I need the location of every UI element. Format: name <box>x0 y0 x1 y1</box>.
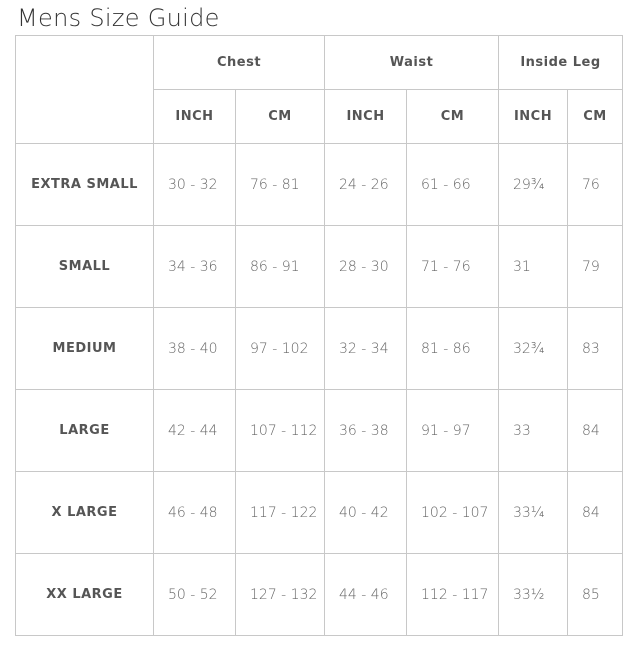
size-value: 61 - 66 <box>406 143 500 226</box>
size-label: MEDIUM <box>15 307 154 390</box>
size-label: EXTRA SMALL <box>15 143 154 226</box>
size-value: 117 - 122 <box>234 471 326 554</box>
size-guide-table: Chest Waist Inside Leg INCH CM INCH CM I… <box>15 35 624 636</box>
size-value: 79 <box>567 225 624 308</box>
size-value: 42 - 44 <box>153 389 236 472</box>
size-value: 97 - 102 <box>234 307 326 390</box>
group-header-waist: Waist <box>324 35 500 90</box>
size-value: 76 <box>567 143 624 226</box>
corner-cell <box>15 35 154 144</box>
size-value: 44 - 46 <box>324 553 408 636</box>
size-label: SMALL <box>15 225 154 308</box>
size-value: 84 <box>567 471 624 554</box>
size-value: 31 <box>498 225 569 308</box>
size-value: 81 - 86 <box>406 307 500 390</box>
size-label: LARGE <box>15 389 154 472</box>
size-value: 107 - 112 <box>234 389 326 472</box>
size-value: 36 - 38 <box>324 389 408 472</box>
size-value: 127 - 132 <box>234 553 326 636</box>
size-value: 32¾ <box>498 307 569 390</box>
unit-header: INCH <box>498 89 569 144</box>
size-label: XX LARGE <box>15 553 154 636</box>
unit-header: CM <box>406 89 500 144</box>
size-value: 28 - 30 <box>324 225 408 308</box>
size-value: 76 - 81 <box>234 143 326 226</box>
size-value: 33¼ <box>498 471 569 554</box>
table-row: X LARGE 46 - 48 117 - 122 40 - 42 102 - 107 3… <box>15 471 624 554</box>
table-row: SMALL 34 - 36 86 - 91 28 - 30 71 - 76 31 79 <box>15 225 624 308</box>
unit-header: CM <box>567 89 624 144</box>
size-value: 71 - 76 <box>406 225 500 308</box>
size-value: 38 - 40 <box>153 307 236 390</box>
size-value: 84 <box>567 389 624 472</box>
page-title: Mens Size Guide <box>17 4 220 32</box>
table-row: MEDIUM 38 - 40 97 - 102 32 - 34 81 - 86 32¾ 83 <box>15 307 624 390</box>
table-row: XX LARGE 50 - 52 127 - 132 44 - 46 112 - 117… <box>15 553 624 636</box>
size-value: 83 <box>567 307 624 390</box>
unit-header: CM <box>234 89 326 144</box>
size-value: 34 - 36 <box>153 225 236 308</box>
size-label: X LARGE <box>15 471 154 554</box>
group-header-inside-leg: Inside Leg <box>498 35 624 90</box>
table-row: LARGE 42 - 44 107 - 112 36 - 38 91 - 97 33 84 <box>15 389 624 472</box>
size-value: 50 - 52 <box>153 553 236 636</box>
unit-header-row: INCH CM INCH CM INCH CM <box>16 89 624 144</box>
size-value: 46 - 48 <box>153 471 236 554</box>
size-value: 40 - 42 <box>324 471 408 554</box>
group-header-row: Chest Waist Inside Leg <box>15 35 624 144</box>
size-value: 30 - 32 <box>153 143 236 226</box>
size-value: 33 <box>498 389 569 472</box>
unit-header: INCH <box>324 89 408 144</box>
size-value: 112 - 117 <box>406 553 500 636</box>
size-value: 24 - 26 <box>324 143 408 226</box>
size-value: 102 - 107 <box>406 471 500 554</box>
size-value: 85 <box>567 553 624 636</box>
unit-header: INCH <box>153 89 236 144</box>
size-value: 29¾ <box>498 143 569 226</box>
group-header-chest: Chest <box>152 35 326 90</box>
size-value: 32 - 34 <box>324 307 408 390</box>
table-row: EXTRA SMALL 30 - 32 76 - 81 24 - 26 61 - 66 2… <box>15 143 624 226</box>
size-value: 91 - 97 <box>406 389 500 472</box>
size-value: 86 - 91 <box>234 225 326 308</box>
size-value: 33½ <box>498 553 569 636</box>
